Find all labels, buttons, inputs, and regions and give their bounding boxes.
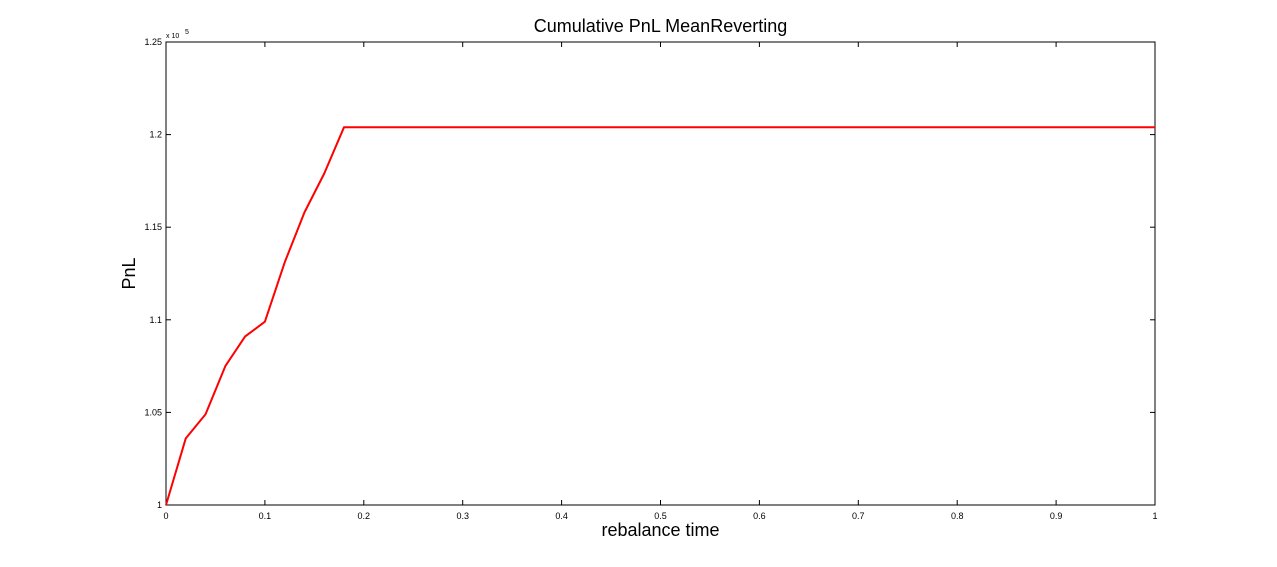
x-axis-ticks: 0 0.1 0.2 0.3 0.4 0.5 0.6 0.7 0.8 0.9 1	[163, 42, 1158, 521]
x-tick-label: 0.8	[951, 511, 964, 521]
y-tick-label: 1	[157, 500, 162, 510]
y-tick-label: 1.1	[149, 315, 162, 325]
y-axis-ticks: 1 1.05 1.1 1.15 1.2 1.25	[144, 37, 1155, 510]
x-tick-label: 0	[163, 511, 168, 521]
x-tick-label: 0.5	[654, 511, 667, 521]
x-tick-label: 0.2	[358, 511, 371, 521]
x-tick-label: 0.3	[456, 511, 469, 521]
y-tick-label: 1.2	[149, 130, 162, 140]
x-tick-label: 0.4	[555, 511, 568, 521]
plot-area	[165, 41, 1156, 506]
y-tick-label: 1.25	[144, 37, 162, 47]
y-exponent-power: 5	[185, 29, 189, 36]
x-tick-label: 1	[1152, 511, 1157, 521]
x-tick-label: 0.9	[1050, 511, 1063, 521]
chart-title: Cumulative PnL MeanReverting	[534, 16, 787, 36]
x-axis-label: rebalance time	[601, 520, 719, 540]
series-layer	[165, 126, 1155, 506]
x-tick-label: 0.7	[852, 511, 865, 521]
y-tick-label: 1.05	[144, 407, 162, 417]
x-tick-label: 0.1	[259, 511, 272, 521]
y-axis-label: PnL	[119, 257, 139, 289]
y-exponent-base: x 10	[166, 33, 179, 40]
x-tick-label: 0.6	[753, 511, 766, 521]
series-line	[165, 126, 1155, 506]
y-tick-label: 1.15	[144, 222, 162, 232]
